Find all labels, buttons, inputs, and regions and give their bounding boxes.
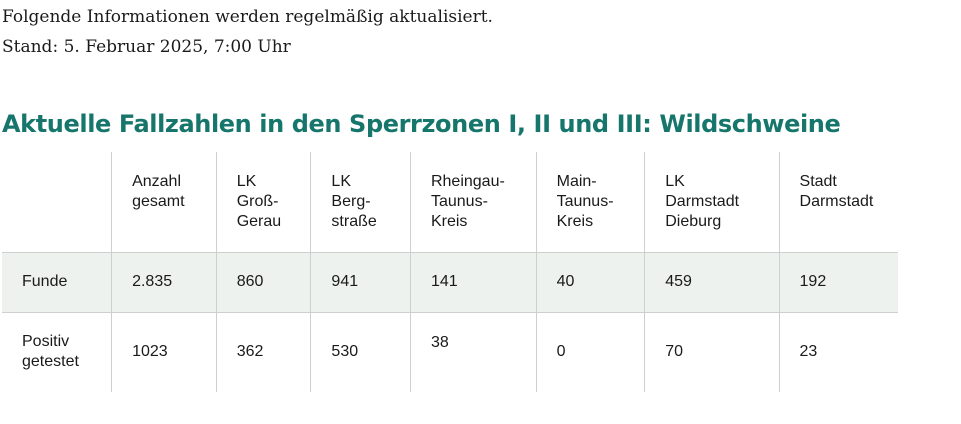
table-cell: 38 [409, 312, 537, 392]
table-header: LK Berg- straße [310, 152, 411, 253]
table-header: Main- Taunus- Kreis [535, 152, 645, 253]
table-cell: 70 [644, 312, 780, 392]
table-header-row: Anzahl gesamt LK Groß- Gerau LK Berg- st… [2, 152, 898, 253]
table-cell: 192 [778, 252, 898, 313]
table-cell: 530 [310, 312, 411, 392]
row-label: Positiv getestet [22, 333, 79, 371]
section-heading: Aktuelle Fallzahlen in den Sperrzonen I,… [2, 110, 841, 138]
table-header: LK Darmstadt Dieburg [644, 152, 780, 253]
table-cell: 459 [644, 252, 780, 313]
row-label: Funde [2, 252, 112, 313]
table-cell: 23 [778, 312, 898, 392]
table-header: Rheingau- Taunus- Kreis [409, 152, 537, 253]
intro-text: Folgende Informationen werden regelmäßig… [2, 7, 493, 27]
table-cell: 941 [310, 252, 411, 313]
table-header: LK Groß- Gerau [215, 152, 311, 253]
table-header: Stadt Darmstadt [778, 152, 898, 253]
case-table: Anzahl gesamt LK Groß- Gerau LK Berg- st… [2, 152, 898, 392]
table-row: Positiv getestet 1023 362 530 38 0 70 23 [2, 312, 898, 392]
table-cell: 0 [535, 312, 645, 392]
table-cell: 362 [215, 312, 311, 392]
table-cell: 860 [215, 252, 311, 313]
table-cell: 40 [535, 252, 645, 313]
table-cell: 2.835 [111, 252, 217, 313]
table-cell: 141 [409, 252, 537, 313]
update-timestamp: Stand: 5. Februar 2025, 7:00 Uhr [2, 37, 291, 57]
table-cell: 1023 [111, 312, 217, 392]
case-table-container: Anzahl gesamt LK Groß- Gerau LK Berg- st… [2, 152, 898, 392]
table-row: Funde 2.835 860 941 141 40 459 192 [2, 252, 898, 313]
table-header: Anzahl gesamt [111, 152, 217, 253]
table-header-empty [2, 152, 112, 253]
